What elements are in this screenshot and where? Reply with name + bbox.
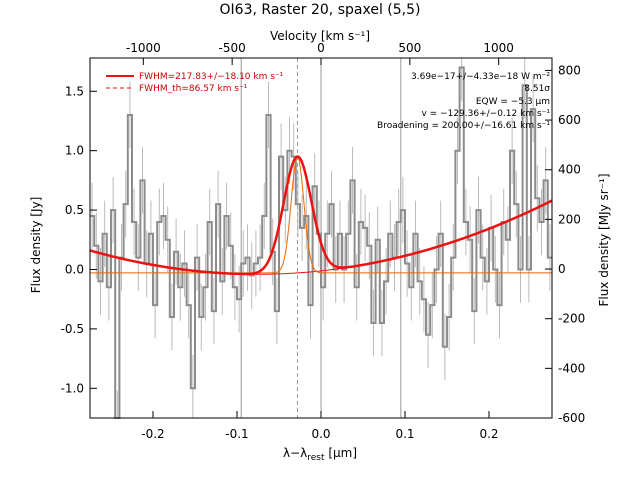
annotation-eqw: EQW = −5.3 μm [476, 97, 550, 107]
top-tick-label: -1000 [126, 41, 161, 55]
y-tick-label: 1.5 [65, 84, 84, 98]
right-tick-label: 200 [558, 212, 581, 226]
x-tick-label: 0.1 [395, 427, 414, 441]
data-histogram [90, 66, 552, 419]
right-tick-label: -600 [558, 411, 585, 425]
annotation-broadening: Broadening = 200.00+/−16.61 km s⁻¹ [377, 121, 550, 131]
y-tick-label: 1.0 [65, 144, 84, 158]
x-axis-label: λ−λrest [μm] [283, 446, 357, 463]
y-axis-label: Flux density [Jy] [29, 197, 43, 294]
annotation-significance: 8.51σ [524, 84, 550, 94]
y-tick-label: 0.0 [65, 262, 84, 276]
series-layer [89, 66, 553, 419]
x-tick-label: -0.1 [225, 427, 248, 441]
right-tick-label: 400 [558, 163, 581, 177]
right-axis-label: Flux density [MJy sr⁻¹] [597, 173, 611, 306]
top-tick-label: 0 [317, 41, 325, 55]
right-tick-label: -400 [558, 361, 585, 375]
x-tick-label: -0.2 [141, 427, 164, 441]
fit-curve [89, 155, 553, 276]
instrumental-profile [90, 156, 552, 274]
x-tick-label: 0.2 [479, 427, 498, 441]
x-axis-label-unit: [μm] [325, 446, 358, 460]
top-tick-label: 1000 [483, 41, 514, 55]
right-tick-label: 600 [558, 113, 581, 127]
legend-entry-fwhm-th: FWHM_th=86.57 km s⁻¹ [139, 84, 248, 94]
right-tick-label: 800 [558, 63, 581, 77]
chart-title: OI63, Raster 20, spaxel (5,5) [220, 2, 421, 18]
annotation-flux: 3.69e−17+/−4.33e−18 W m⁻² [411, 72, 550, 82]
x-axis-ticks: -0.2 -0.1 0.0 0.1 0.2 [141, 411, 499, 441]
y-tick-label: 0.5 [65, 203, 84, 217]
fit-annotations: 3.69e−17+/−4.33e−18 W m⁻² 8.51σ EQW = −5… [377, 72, 550, 131]
legend: FWHM=217.83+/−18.10 km s⁻¹ FWHM_th=86.57… [106, 72, 284, 94]
legend-entry-fwhm: FWHM=217.83+/−18.10 km s⁻¹ [139, 72, 284, 82]
y-axis-ticks: -1.0 -0.5 0.0 0.5 1.0 1.5 [61, 84, 97, 395]
top-tick-label: -500 [219, 41, 246, 55]
top-axis-label: Velocity [km s⁻¹] [270, 29, 370, 43]
right-axis-ticks: -600 -400 -200 0 200 400 600 800 [545, 63, 585, 425]
y-tick-label: -0.5 [61, 322, 84, 336]
right-tick-label: 0 [558, 262, 566, 276]
x-axis-label-main: λ−λ [283, 446, 307, 460]
x-axis-label-subscript: rest [307, 453, 325, 463]
top-tick-label: 500 [398, 41, 421, 55]
top-axis-ticks: -1000 -500 0 500 1000 [126, 41, 514, 65]
right-tick-label: -200 [558, 312, 585, 326]
y-tick-label: -1.0 [61, 381, 84, 395]
annotation-velocity: v = −129.36+/−0.12 km s⁻¹ [421, 109, 550, 119]
x-tick-label: 0.0 [311, 427, 330, 441]
